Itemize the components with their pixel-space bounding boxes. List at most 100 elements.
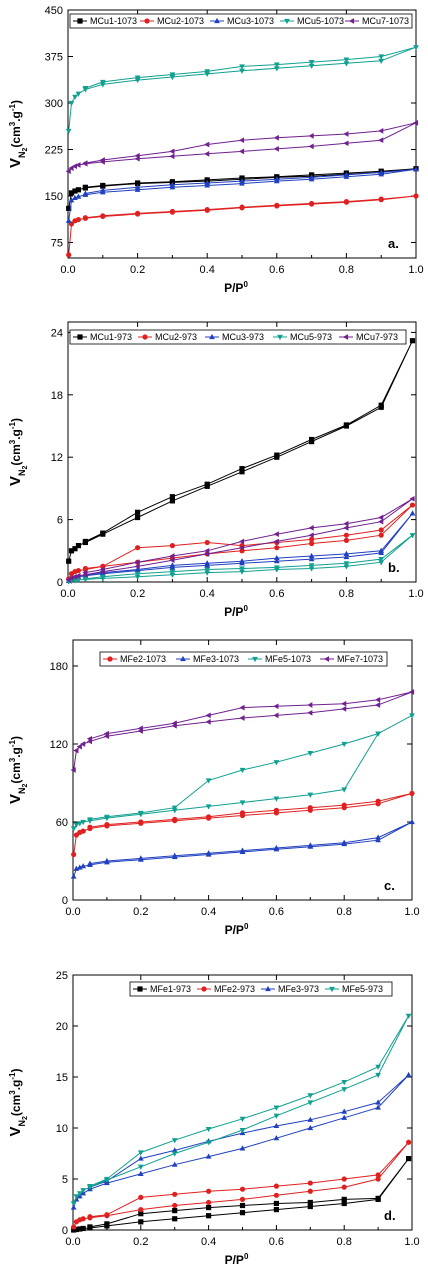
data-point bbox=[343, 550, 350, 556]
legend-marker bbox=[329, 986, 335, 993]
data-point bbox=[307, 1116, 314, 1122]
data-point bbox=[171, 1138, 178, 1144]
plot-frame bbox=[67, 9, 417, 259]
data-point bbox=[406, 1139, 412, 1145]
data-point bbox=[80, 1188, 87, 1194]
series-line bbox=[73, 1015, 410, 1204]
data-point bbox=[204, 567, 211, 573]
data-point bbox=[82, 86, 89, 92]
series-2 bbox=[70, 818, 415, 879]
data-point bbox=[205, 712, 211, 719]
data-point bbox=[343, 198, 349, 205]
data-point bbox=[239, 558, 245, 564]
data-point bbox=[172, 1191, 178, 1197]
data-point bbox=[378, 527, 384, 533]
data-point bbox=[99, 574, 106, 580]
x-axis-label: P/P0 bbox=[225, 922, 249, 937]
data-point bbox=[171, 720, 177, 727]
data-point bbox=[409, 818, 415, 825]
series-line bbox=[73, 691, 413, 771]
data-point bbox=[134, 184, 141, 190]
data-point bbox=[87, 1184, 93, 1190]
legend-marker bbox=[323, 656, 330, 662]
y-tick-label: 15 bbox=[56, 1072, 68, 1084]
series-1 bbox=[71, 1156, 412, 1233]
data-point bbox=[205, 804, 212, 810]
data-point bbox=[171, 852, 178, 858]
data-point bbox=[307, 702, 313, 708]
data-point bbox=[75, 187, 82, 193]
data-point bbox=[135, 210, 141, 216]
data-point bbox=[307, 1180, 313, 1186]
data-point bbox=[205, 1153, 212, 1159]
data-point bbox=[169, 148, 175, 155]
data-point bbox=[82, 576, 89, 582]
y-tick-label: 375 bbox=[45, 52, 63, 64]
data-point bbox=[375, 731, 381, 737]
x-tick-label: 0.2 bbox=[130, 588, 145, 600]
y-tick-label: 0 bbox=[57, 577, 63, 589]
data-point bbox=[138, 1207, 144, 1213]
legend-box bbox=[69, 329, 407, 345]
legend-entry: MCu2-1073 bbox=[157, 16, 204, 26]
data-point bbox=[75, 216, 82, 223]
data-point bbox=[273, 538, 279, 545]
data-point bbox=[169, 498, 175, 504]
data-point bbox=[273, 134, 279, 141]
data-point bbox=[308, 133, 314, 139]
y-tick-label: 180 bbox=[50, 661, 68, 673]
data-point bbox=[239, 178, 245, 184]
x-tick-label: 1.0 bbox=[404, 1236, 419, 1248]
data-point bbox=[273, 66, 280, 72]
x-tick-label: 0.0 bbox=[60, 588, 75, 600]
data-point bbox=[104, 814, 110, 820]
data-point bbox=[413, 166, 419, 172]
series-line bbox=[68, 122, 417, 172]
data-point bbox=[76, 1191, 83, 1197]
data-point bbox=[307, 1124, 314, 1131]
legend-entry: MCu5-973 bbox=[290, 332, 332, 342]
data-point bbox=[75, 543, 82, 549]
data-point bbox=[137, 1170, 144, 1176]
x-tick-label: 0.8 bbox=[339, 588, 354, 600]
data-point bbox=[100, 530, 106, 536]
data-point bbox=[307, 1203, 313, 1210]
data-point bbox=[341, 1114, 348, 1120]
x-tick-label: 1.0 bbox=[408, 588, 423, 600]
data-point bbox=[169, 153, 175, 160]
x-tick-label: 0.0 bbox=[65, 1236, 80, 1248]
y-tick-label: 18 bbox=[51, 390, 63, 402]
data-point bbox=[76, 821, 83, 827]
data-point bbox=[238, 544, 245, 551]
series-5 bbox=[65, 119, 419, 175]
data-point bbox=[206, 814, 212, 820]
legend-marker bbox=[201, 986, 207, 992]
panel-d: 0.0 0.2 0.4 0.6 0.8 1.0 0 5 10 15 20 25 P/P0 VN2(cm3.… bbox=[7, 970, 420, 1264]
data-point bbox=[341, 787, 348, 793]
data-point bbox=[87, 860, 93, 866]
legend-marker bbox=[284, 18, 290, 25]
data-point bbox=[137, 1150, 144, 1156]
y-axis-label: VN2(cm3.g-1) bbox=[7, 418, 29, 486]
legend-entry: MCu5-1073 bbox=[297, 16, 344, 26]
data-point bbox=[239, 1196, 246, 1202]
data-point bbox=[70, 873, 77, 879]
data-point bbox=[66, 558, 72, 564]
legend-marker bbox=[277, 334, 283, 341]
data-point bbox=[75, 193, 82, 199]
y-tick-label: 5 bbox=[62, 1174, 68, 1186]
panel-c: 0.0 0.2 0.4 0.6 0.8 1.0 0 60 120 180 P/P0 VN2(cm3.g… bbox=[7, 639, 420, 937]
data-point bbox=[375, 1099, 381, 1105]
data-point bbox=[169, 569, 176, 575]
data-point bbox=[82, 215, 88, 221]
x-axis-label: P/P0 bbox=[224, 280, 248, 295]
data-point bbox=[343, 61, 350, 67]
data-point bbox=[80, 828, 86, 834]
data-point bbox=[273, 1192, 279, 1198]
data-point bbox=[104, 1176, 110, 1183]
series-4 bbox=[70, 689, 415, 773]
data-point bbox=[409, 510, 416, 516]
data-point bbox=[206, 1199, 212, 1206]
series-2 bbox=[66, 193, 419, 258]
legend-entry: MFe7-1073 bbox=[337, 654, 383, 664]
